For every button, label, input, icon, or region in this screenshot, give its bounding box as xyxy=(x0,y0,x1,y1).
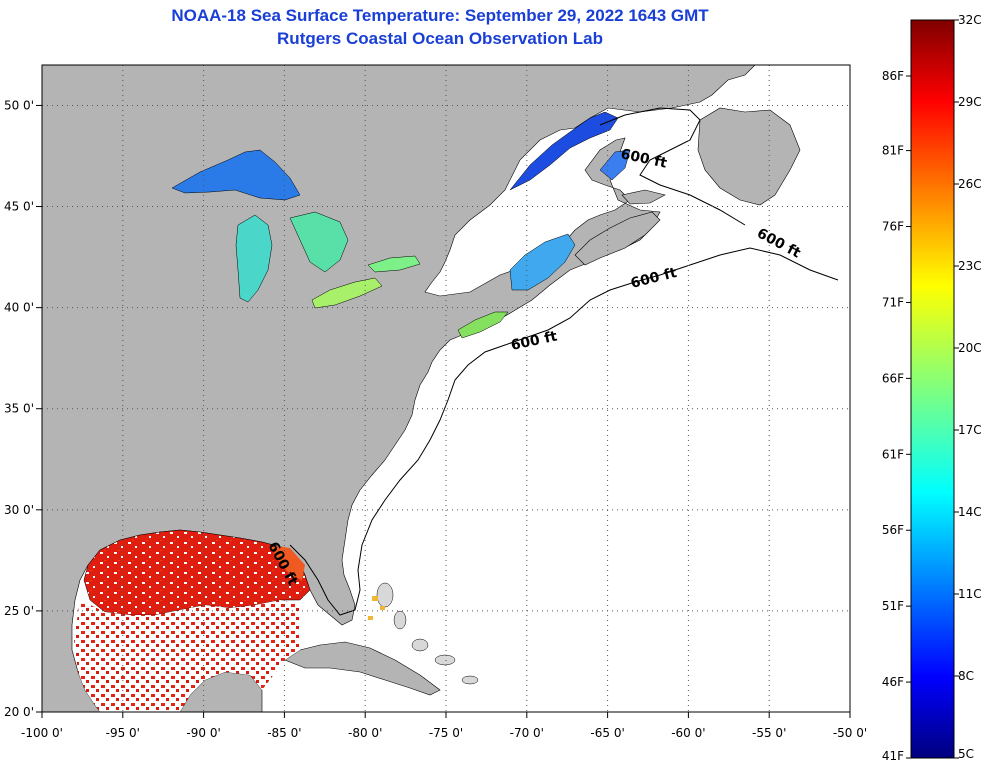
lake-ontario xyxy=(367,255,421,273)
colorbar xyxy=(910,19,955,759)
colorbar-fahrenheit-label: 41F xyxy=(882,749,904,763)
map-title: NOAA-18 Sea Surface Temperature: Septemb… xyxy=(171,6,709,25)
lake-michigan xyxy=(235,214,273,303)
map-subtitle: Rutgers Coastal Ocean Observation Lab xyxy=(277,29,603,48)
colorbar-celsius-label: 14C xyxy=(958,505,982,519)
colorbar-celsius-label: 17C xyxy=(958,423,982,437)
colorbar-fahrenheit-label: 71F xyxy=(882,295,904,309)
lat-tick-label: 20 0' xyxy=(4,705,34,719)
land-nova-scotia xyxy=(574,211,661,266)
lake-huron xyxy=(289,211,349,273)
lake-superior xyxy=(171,149,301,201)
lon-tick-label: -80 0' xyxy=(348,726,382,740)
lon-tick-label: -90 0' xyxy=(186,726,220,740)
colorbar-celsius-label: 11C xyxy=(958,587,982,601)
gulf-of-mexico-sst xyxy=(74,529,311,712)
lon-tick-label: -100 0' xyxy=(21,726,63,740)
lake-erie xyxy=(311,277,383,309)
colorbar-fahrenheit-label: 76F xyxy=(882,220,904,234)
latitude-axis: 50 0' 45 0' 40 0' 35 0' 30 0' 25 0' 20 0' xyxy=(4,98,42,719)
colorbar-fahrenheit-label: 66F xyxy=(882,371,904,385)
lon-tick-label: -70 0' xyxy=(510,726,544,740)
lat-tick-label: 30 0' xyxy=(4,503,34,517)
land-cuba xyxy=(284,641,441,696)
land-newfoundland xyxy=(697,107,801,206)
lon-tick-label: -65 0' xyxy=(590,726,624,740)
colorbar-celsius-label: 5C xyxy=(958,747,974,761)
lon-tick-label: -75 0' xyxy=(429,726,463,740)
lat-tick-label: 25 0' xyxy=(4,604,34,618)
lat-tick-label: 35 0' xyxy=(4,402,34,416)
colorbar-fahrenheit-label: 51F xyxy=(882,599,904,613)
lon-tick-label: -50 0' xyxy=(833,726,867,740)
gaspe-sst xyxy=(599,149,631,181)
gulf-of-maine-sst xyxy=(509,233,576,291)
colorbar-celsius-label: 26C xyxy=(958,177,982,191)
colorbar-fahrenheit-label: 61F xyxy=(882,447,904,461)
lat-tick-label: 50 0' xyxy=(4,98,34,112)
long-island-sound-sst xyxy=(457,311,509,339)
colorbar-fahrenheit-label: 81F xyxy=(882,144,904,158)
colorbar-celsius-label: 32C xyxy=(958,13,982,27)
lat-tick-label: 45 0' xyxy=(4,200,34,214)
colorbar-fahrenheit-label: 46F xyxy=(882,675,904,689)
lon-tick-label: -95 0' xyxy=(106,726,140,740)
colorbar-celsius-label: 29C xyxy=(958,95,982,109)
colorbar-celsius-label: 20C xyxy=(958,341,982,355)
lat-tick-label: 40 0' xyxy=(4,301,34,315)
depth-contour-600ft-canada xyxy=(599,107,746,226)
bahamas-islands xyxy=(376,582,479,685)
colorbar-celsius-label: 23C xyxy=(958,259,982,273)
depth-contour-600ft xyxy=(289,247,839,616)
longitude-axis: -100 0' -95 0' -90 0' -85 0' -80 0' -75 0' -70… xyxy=(21,712,867,740)
lon-tick-label: -55 0' xyxy=(752,726,786,740)
colorbar-fahrenheit-label: 56F xyxy=(882,523,904,537)
lon-tick-label: -85 0' xyxy=(267,726,301,740)
lon-tick-label: -60 0' xyxy=(671,726,705,740)
colorbar-labels: 32C 29C 26C 23C 20C 17C 14C 11C 8C 5C 86F 81F 76F 71F… xyxy=(882,13,982,763)
colorbar-celsius-label: 8C xyxy=(958,669,974,683)
great-lakes-sst xyxy=(171,149,421,309)
florida-keys-sst xyxy=(368,596,385,620)
colorbar-fahrenheit-label: 86F xyxy=(882,69,904,83)
land-pei xyxy=(621,189,666,205)
